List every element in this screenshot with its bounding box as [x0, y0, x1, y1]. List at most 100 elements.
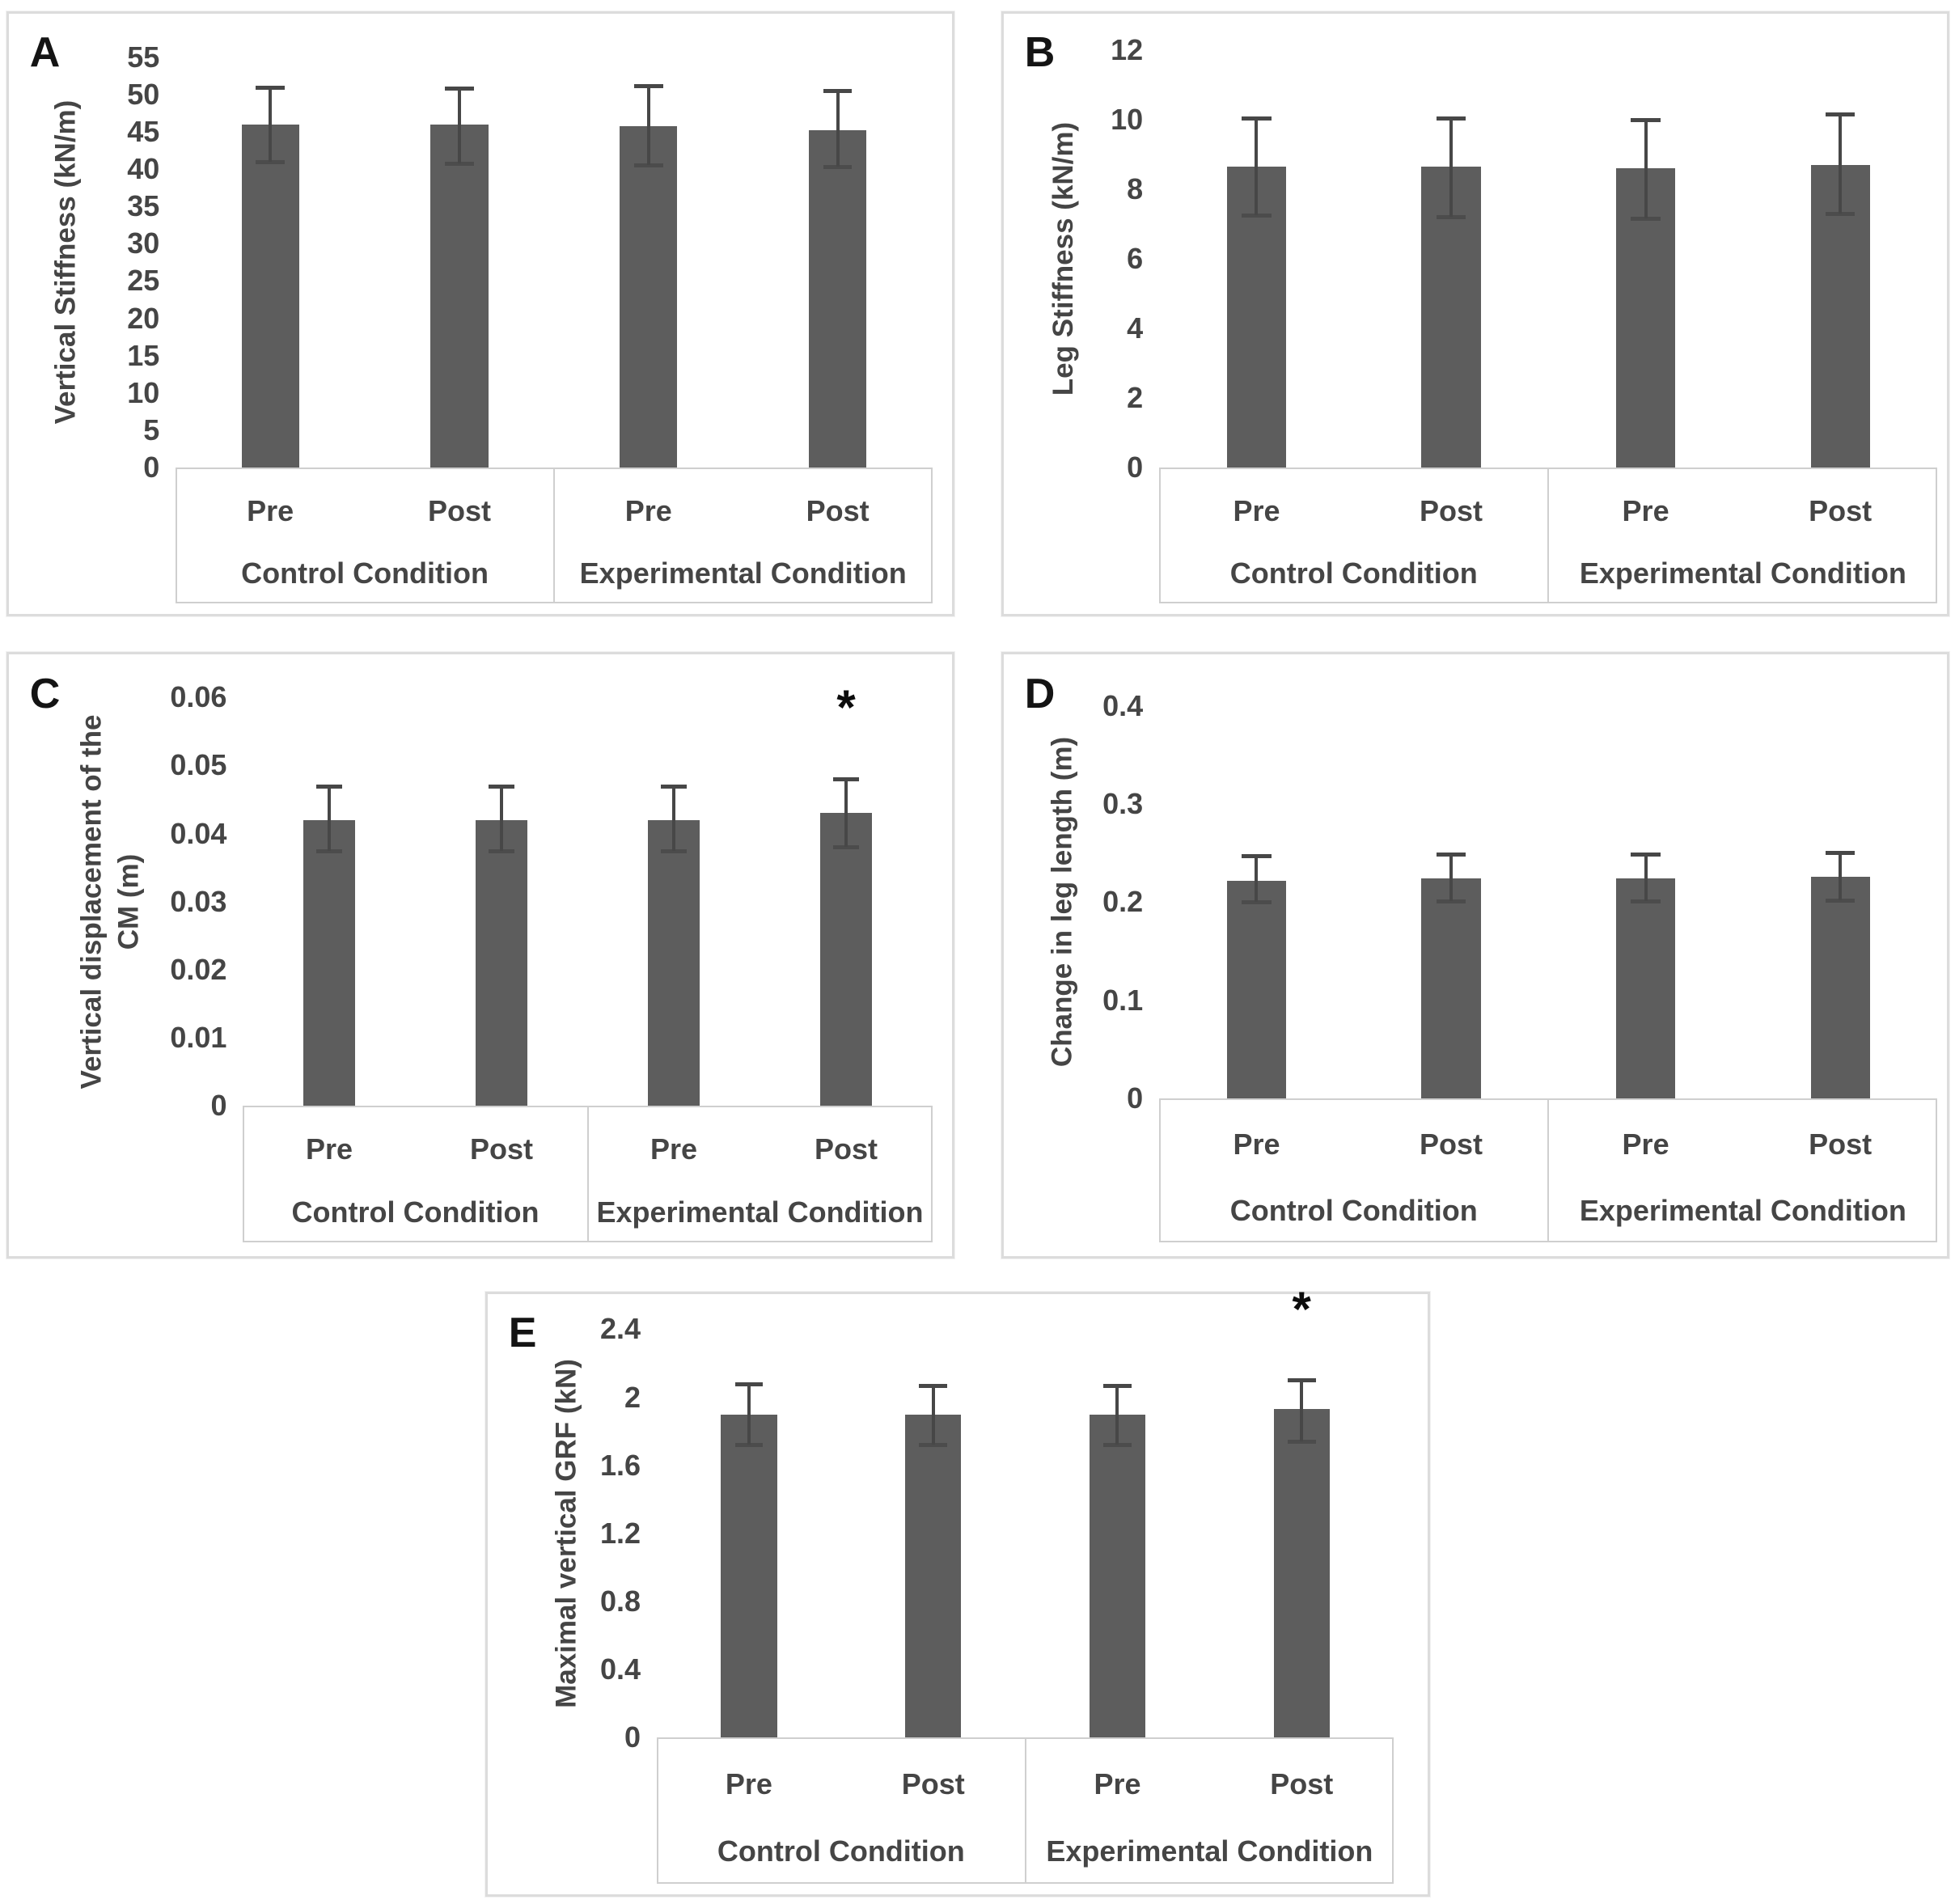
error-cap-bottom-experimental-condition-post — [832, 845, 860, 850]
y-axis-title-line: Leg Stiffness (kN/m) — [1047, 121, 1079, 396]
error-cap-bottom-experimental-condition-post — [823, 165, 853, 170]
y-tick-label: 55 — [127, 40, 160, 74]
bar-experimental-condition-pre — [647, 819, 700, 1106]
category-label-pre-0: Pre — [725, 1767, 772, 1801]
bar-control-condition-post — [905, 1414, 962, 1738]
y-axis-title: Vertical displacement of the CM (m) — [73, 697, 147, 1106]
category-group-divider — [1547, 468, 1550, 604]
y-tick-label: 0.8 — [600, 1584, 641, 1618]
error-bar-control-condition-pre — [1255, 856, 1259, 903]
error-bar-experimental-condition-pre — [646, 85, 650, 165]
error-cap-top-control-condition-pre — [734, 1381, 764, 1386]
error-cap-top-control-condition-post — [1436, 852, 1466, 857]
bar-experimental-condition-pre — [620, 125, 678, 468]
group-label-experimental-condition: Experimental Condition — [596, 1195, 924, 1229]
error-cap-top-experimental-condition-pre — [634, 83, 663, 88]
category-label-pre-2: Pre — [650, 1132, 698, 1166]
group-label-experimental-condition: Experimental Condition — [579, 556, 907, 590]
error-cap-bottom-control-condition-pre — [1242, 900, 1272, 905]
panel-A: A 55 50 45 40 35 30 25 20 15 10 5 0 Vertical Stiffnes… — [6, 11, 954, 616]
error-cap-top-control-condition-pre — [315, 784, 343, 789]
y-tick-label: 0.06 — [170, 680, 227, 714]
y-tick-label: 0.02 — [170, 952, 227, 986]
panel-label-E: E — [508, 1310, 537, 1357]
error-cap-bottom-experimental-condition-post — [1287, 1440, 1316, 1445]
error-cap-top-experimental-condition-pre — [1103, 1383, 1132, 1388]
error-cap-top-control-condition-post — [919, 1383, 947, 1388]
y-tick-label: 2 — [624, 1380, 641, 1414]
error-bar-experimental-condition-post — [1300, 1380, 1304, 1442]
bar-experimental-condition-post — [819, 813, 873, 1106]
y-tick-label: 0 — [210, 1089, 227, 1122]
error-cap-top-experimental-condition-post — [1287, 1378, 1316, 1383]
y-tick-label: 0.4 — [600, 1652, 641, 1686]
category-group-divider — [586, 1106, 589, 1242]
y-tick-label: 0 — [1127, 451, 1144, 484]
bar-control-condition-post — [1421, 878, 1481, 1098]
y-tick-label: 0.05 — [170, 748, 227, 782]
category-label-post-1: Post — [901, 1767, 965, 1801]
y-tick-label: 12 — [1111, 32, 1144, 66]
error-cap-top-control-condition-post — [488, 784, 515, 789]
category-label-pre-0: Pre — [305, 1132, 353, 1166]
y-tick-label: 20 — [127, 301, 160, 335]
category-label-post-3: Post — [806, 493, 870, 527]
error-bar-experimental-condition-pre — [1644, 853, 1648, 902]
bar-experimental-condition-pre — [1616, 878, 1676, 1098]
y-tick-label: 10 — [1111, 102, 1144, 136]
y-tick-label: 2.4 — [600, 1312, 641, 1346]
category-label-post-1: Post — [427, 493, 491, 527]
error-cap-bottom-control-condition-pre — [256, 159, 285, 164]
group-label-control-condition: Control Condition — [241, 556, 489, 590]
y-tick-label: 1.2 — [600, 1516, 641, 1550]
error-cap-bottom-control-condition-post — [445, 161, 474, 166]
bar-control-condition-pre — [1226, 880, 1287, 1098]
error-cap-bottom-experimental-condition-pre — [1631, 217, 1661, 222]
category-label-post-3: Post — [1809, 1127, 1872, 1161]
y-tick-label: 50 — [127, 77, 160, 111]
error-cap-bottom-experimental-condition-pre — [660, 848, 688, 853]
error-bar-control-condition-pre — [269, 87, 273, 162]
y-axis-title-line: Vertical Stiffness (kN/m) — [49, 100, 82, 425]
category-label-pre-2: Pre — [1094, 1767, 1141, 1801]
error-cap-top-control-condition-post — [445, 86, 474, 91]
error-bar-experimental-condition-pre — [672, 785, 675, 851]
y-tick-label: 0 — [1127, 1081, 1144, 1115]
y-axis-title-line: Vertical displacement of the — [75, 714, 108, 1090]
bar-control-condition-pre — [721, 1414, 777, 1738]
y-tick-label: 0.2 — [1102, 885, 1144, 919]
error-cap-bottom-control-condition-post — [1436, 215, 1466, 220]
error-cap-bottom-experimental-condition-post — [1825, 212, 1856, 217]
error-cap-top-experimental-condition-pre — [660, 784, 688, 789]
y-tick-label: 40 — [127, 152, 160, 186]
category-group-divider — [552, 468, 555, 604]
error-cap-top-control-condition-pre — [1242, 116, 1272, 121]
error-cap-bottom-control-condition-post — [919, 1443, 947, 1448]
group-label-experimental-condition: Experimental Condition — [1579, 1193, 1906, 1227]
category-label-post-1: Post — [1420, 493, 1483, 527]
significance-star-experimental-condition-post: * — [1292, 1281, 1311, 1336]
group-label-control-condition: Control Condition — [1229, 1193, 1478, 1227]
error-cap-bottom-control-condition-post — [488, 848, 515, 853]
error-cap-top-control-condition-pre — [1242, 854, 1272, 859]
error-bar-experimental-condition-pre — [1644, 119, 1648, 219]
group-label-experimental-condition: Experimental Condition — [1579, 556, 1906, 590]
error-cap-bottom-control-condition-pre — [315, 848, 343, 853]
category-label-pre-0: Pre — [247, 493, 294, 527]
error-cap-top-experimental-condition-pre — [1631, 852, 1661, 857]
y-tick-label: 0.01 — [170, 1020, 227, 1054]
panel-label-D: D — [1024, 670, 1056, 717]
y-axis-title: Maximal vertical GRF (kN) — [548, 1329, 585, 1737]
error-bar-experimental-condition-post — [836, 91, 840, 167]
error-bar-control-condition-pre — [1255, 117, 1259, 216]
category-label-post-1: Post — [1420, 1127, 1483, 1161]
category-label-pre-2: Pre — [1622, 493, 1669, 527]
error-cap-top-experimental-condition-post — [1825, 850, 1856, 855]
y-tick-label: 35 — [127, 189, 160, 223]
bar-control-condition-pre — [241, 124, 299, 468]
bar-control-condition-post — [475, 819, 528, 1106]
error-bar-control-condition-post — [931, 1385, 935, 1445]
y-tick-label: 10 — [127, 375, 160, 409]
panel-E: E 2.4 2 1.6 1.2 0.8 0.4 0 Maximal vertical GRF (… — [485, 1284, 1430, 1897]
error-cap-bottom-control-condition-pre — [734, 1443, 764, 1448]
